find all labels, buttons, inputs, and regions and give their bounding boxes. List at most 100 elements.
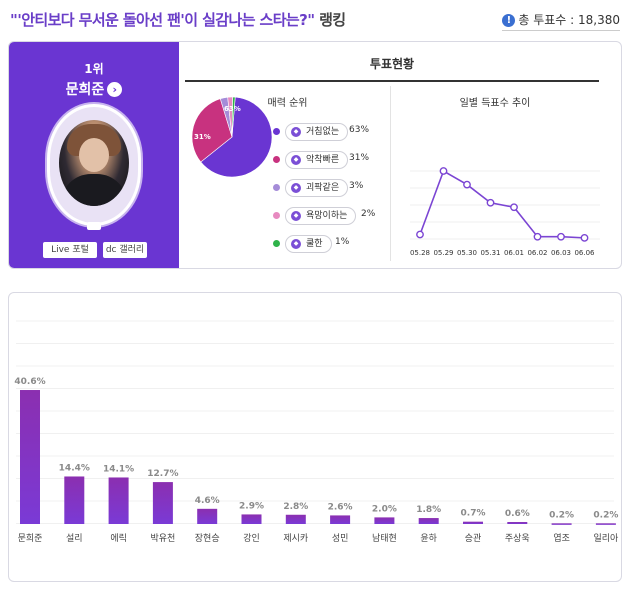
legend-label: 악착빠른 xyxy=(306,155,340,165)
legend-item[interactable]: ◆ 악착빠른 31% xyxy=(273,151,388,169)
bar[interactable] xyxy=(374,517,395,524)
bar-value-label: 14.1% xyxy=(103,464,134,474)
photo-coat xyxy=(61,174,127,206)
legend-item[interactable]: ◆ 욕망이하는 2% xyxy=(273,207,388,225)
category-label: 남태현 xyxy=(372,533,397,544)
x-tick-label: 05.29 xyxy=(433,249,453,257)
legend-pct: 63% xyxy=(349,125,370,135)
bar-value-label: 0.6% xyxy=(505,509,530,519)
category-label: 성민 xyxy=(332,533,349,544)
pie-inner-label: 31% xyxy=(194,133,211,141)
category-label: 주상욱 xyxy=(505,533,530,544)
bar[interactable] xyxy=(595,523,616,525)
category-label: 제시카 xyxy=(283,533,308,544)
category-label: 에릭 xyxy=(110,532,127,544)
winner-panel: 1위 문희준 › Live 포털 dc 갤러리 xyxy=(9,42,179,268)
winner-name: 문희준 xyxy=(65,82,105,98)
bar[interactable] xyxy=(64,476,85,524)
legend-dot xyxy=(273,128,280,135)
data-point[interactable] xyxy=(416,230,424,239)
bar[interactable] xyxy=(152,482,173,524)
daily-line-chart: 05.28 05.29 05.30 05.31 06.01 06.02 06.03 06.06 xyxy=(410,167,600,257)
dc-gallery-button[interactable]: dc 갤러리 xyxy=(103,242,147,258)
x-tick-label: 06.06 xyxy=(574,249,595,257)
winner-name-link[interactable]: 문희준 › xyxy=(9,79,179,99)
bar[interactable] xyxy=(20,390,40,524)
legend-dot xyxy=(273,240,280,247)
data-point[interactable] xyxy=(439,167,448,175)
winner-photo-frame xyxy=(47,104,141,230)
pie-slice[interactable] xyxy=(231,96,236,138)
daily-votes-title: 일별 득표수 추이 xyxy=(459,98,531,109)
data-point[interactable] xyxy=(463,180,471,189)
bar[interactable] xyxy=(507,522,528,524)
total-votes: ! 총 투표수 : 18,380 xyxy=(502,11,620,31)
data-point[interactable] xyxy=(557,232,565,241)
bar-value-label: 2.8% xyxy=(283,502,308,512)
page-title-tail: 랭킹 xyxy=(319,11,346,29)
category-label: 강인 xyxy=(243,533,260,544)
bar-value-label: 2.0% xyxy=(372,504,397,514)
legend-pill[interactable]: ◆ 악착빠른 xyxy=(285,151,349,169)
live-portal-button[interactable]: Live 포털 xyxy=(43,242,97,258)
vote-status-card: 1위 문희준 › Live 포털 dc 갤러리 투표현황 매력 순위 일별 득표수… xyxy=(8,41,622,269)
category-label: 장현승 xyxy=(195,533,220,544)
legend-pill[interactable]: ◆ 욕망이하는 xyxy=(285,207,357,225)
bar-value-label: 2.9% xyxy=(239,501,264,511)
legend-item[interactable]: ◆ 쿨한 1% xyxy=(273,235,388,253)
bar-value-label: 40.6% xyxy=(14,377,45,387)
pie-slice[interactable] xyxy=(191,98,233,163)
legend-label: 괴팍같은 xyxy=(306,183,340,193)
bar[interactable] xyxy=(197,508,218,524)
category-label: 윤하 xyxy=(420,533,437,544)
ranking-bar-chart: 40.6% 문희준 14.4% 설리 14.1% 에릭 12.7% 박유천 4.6% 장현승 2.9… xyxy=(14,320,619,544)
bar-value-label: 12.7% xyxy=(147,469,178,479)
data-point[interactable] xyxy=(486,198,495,207)
vote-icon: ◆ xyxy=(291,183,301,193)
vote-icon: ◆ xyxy=(291,211,301,221)
info-icon[interactable]: ! xyxy=(502,14,516,27)
pie-chart: 31% 63% xyxy=(191,96,273,178)
bar[interactable] xyxy=(108,477,129,524)
legend-label: 쿨한 xyxy=(306,239,323,249)
x-tick-label: 05.31 xyxy=(480,249,500,257)
category-label: 일리아 xyxy=(593,533,619,544)
legend-pct: 2% xyxy=(361,209,376,219)
category-label: 설리 xyxy=(66,533,83,544)
legend-item[interactable]: ◆ 괴팍같은 3% xyxy=(273,179,388,197)
bar-value-label: 2.6% xyxy=(328,502,353,512)
panel-divider xyxy=(390,86,391,261)
bar[interactable] xyxy=(330,515,351,524)
legend-pill[interactable]: ◆ 괴팍같은 xyxy=(285,179,349,197)
bar[interactable] xyxy=(463,521,483,524)
legend-pill[interactable]: ◆ 쿨한 xyxy=(285,235,332,253)
bar-value-label: 0.2% xyxy=(549,510,574,520)
legend-pct: 1% xyxy=(335,237,350,247)
x-tick-label: 05.28 xyxy=(410,249,430,257)
charm-rank-title: 매력 순위 xyxy=(267,98,308,109)
vote-status-title: 투표현황 xyxy=(369,57,415,71)
bar-value-label: 4.6% xyxy=(195,496,220,506)
bar[interactable] xyxy=(551,523,572,525)
vote-icon: ◆ xyxy=(291,127,301,137)
winner-photo[interactable] xyxy=(59,120,129,206)
data-point[interactable] xyxy=(580,233,589,242)
data-point[interactable] xyxy=(510,203,518,212)
legend-pill[interactable]: ◆ 거침없는 xyxy=(285,123,349,141)
legend-label: 거침없는 xyxy=(306,127,340,137)
photo-face xyxy=(79,138,109,172)
legend-label: 욕망이하는 xyxy=(306,211,348,221)
bar[interactable] xyxy=(418,518,439,524)
mirror-stand xyxy=(87,222,101,230)
data-point[interactable] xyxy=(533,232,542,241)
vote-status-underline xyxy=(185,80,599,82)
series-line xyxy=(419,169,585,239)
pie-slice[interactable] xyxy=(200,96,273,178)
chevron-right-icon[interactable]: › xyxy=(107,82,123,97)
bar-value-label: 0.2% xyxy=(593,510,618,520)
bar[interactable] xyxy=(241,514,262,524)
category-label: 승관 xyxy=(465,533,482,544)
header: "'안티보다 무서운 돌아선 팬'이 실감나는 스타는?" 랭킹 ! 총 투표수 … xyxy=(0,0,630,40)
legend-item[interactable]: ◆ 거침없는 63% xyxy=(273,123,388,141)
bar[interactable] xyxy=(285,514,306,524)
